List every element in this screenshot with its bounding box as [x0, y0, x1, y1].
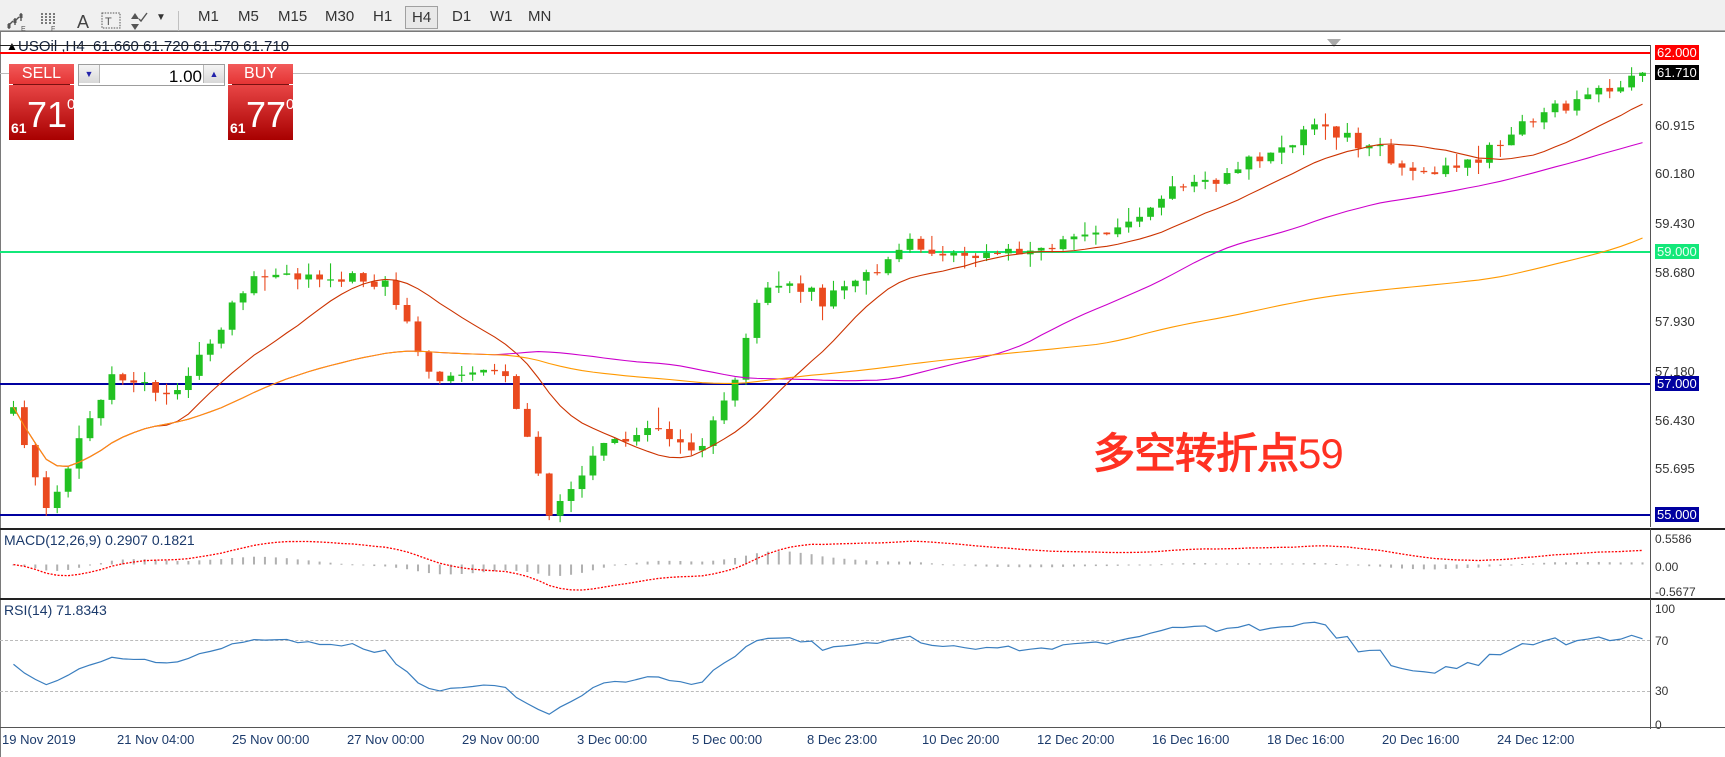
svg-text:T: T — [105, 16, 112, 28]
